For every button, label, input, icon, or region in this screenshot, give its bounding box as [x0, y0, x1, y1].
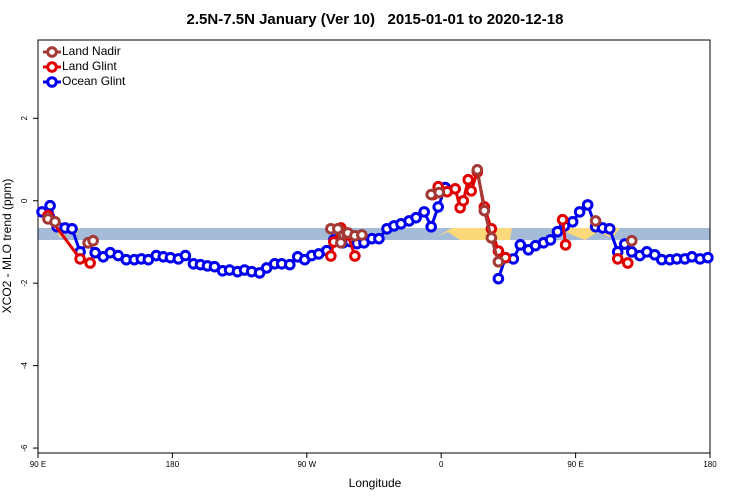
- point: [84, 257, 96, 269]
- y-tick-label: 0: [20, 198, 29, 203]
- x-tick-label: 180: [703, 460, 717, 469]
- point: [478, 204, 491, 217]
- legend-marker: [46, 76, 58, 88]
- point: [87, 234, 99, 247]
- legend-marker: [46, 46, 58, 58]
- y-tick-label: -2: [20, 279, 29, 287]
- x-tick-label: 90 E: [30, 460, 46, 469]
- point: [621, 257, 634, 269]
- point: [471, 164, 484, 176]
- point: [485, 232, 498, 244]
- point: [566, 215, 579, 228]
- point: [589, 215, 602, 227]
- point: [410, 211, 422, 224]
- y-tick-label: -4: [20, 362, 29, 370]
- point: [418, 206, 430, 218]
- point: [611, 253, 624, 265]
- y-tick-label: 2: [20, 116, 29, 121]
- x-tick-label: 90 W: [297, 460, 316, 469]
- point: [335, 236, 347, 249]
- point: [449, 182, 462, 195]
- point: [44, 199, 56, 212]
- legend-label: Land Glint: [62, 59, 117, 73]
- point: [556, 213, 569, 226]
- point: [433, 186, 446, 199]
- point: [179, 249, 192, 262]
- point: [603, 222, 616, 235]
- point: [373, 232, 385, 245]
- point: [465, 185, 478, 197]
- point: [581, 199, 594, 211]
- y-tick-label: -6: [20, 444, 29, 452]
- legend-label: Land Nadir: [62, 44, 121, 58]
- y-axis-label: XCO2 - MLO trend (ppm): [0, 179, 14, 314]
- x-tick-label: 180: [166, 460, 180, 469]
- chart-title: 2.5N-7.5N January (Ver 10) 2015-01-01 to…: [187, 11, 564, 28]
- point: [702, 251, 714, 264]
- x-tick-label: 90 E: [567, 460, 583, 469]
- point: [462, 173, 475, 186]
- point: [625, 234, 638, 247]
- point: [49, 215, 61, 228]
- legend-label: Ocean Glint: [62, 74, 126, 88]
- point: [544, 234, 557, 246]
- point: [349, 250, 361, 262]
- x-tick-label: 0: [439, 460, 444, 469]
- legend-marker: [46, 61, 58, 73]
- point: [332, 222, 344, 235]
- point: [551, 225, 564, 238]
- point: [432, 201, 445, 213]
- point: [66, 222, 78, 235]
- point: [356, 229, 368, 241]
- point: [74, 253, 86, 265]
- point: [325, 250, 337, 262]
- point: [425, 220, 437, 233]
- series-line: [475, 169, 500, 263]
- x-axis-label: Longitude: [349, 476, 402, 490]
- point: [573, 206, 586, 218]
- point: [514, 239, 527, 251]
- point: [283, 258, 296, 271]
- point: [492, 272, 505, 285]
- point: [457, 194, 470, 207]
- point: [559, 239, 572, 251]
- plot-frame: [37, 39, 711, 454]
- point: [492, 255, 505, 268]
